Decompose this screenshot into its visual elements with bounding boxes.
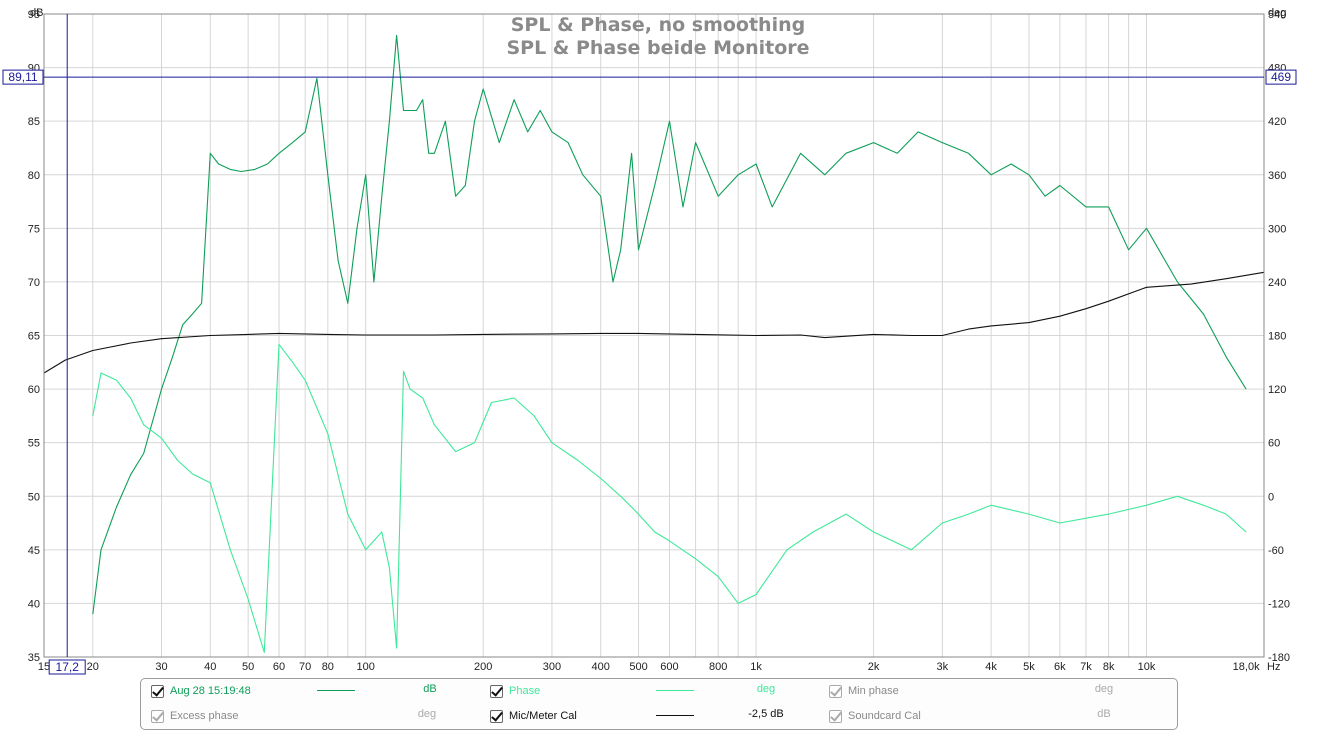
legend-swatch-mic-cal (656, 715, 694, 716)
legend-checkbox-min-phase[interactable] (829, 684, 842, 698)
right-axis-unit: deg (1268, 7, 1286, 19)
cursor[interactable]: 89,11 469 17,2 (2, 14, 1297, 675)
x-tick-label: 20 (87, 661, 99, 673)
y-left-tick-label: 65 (28, 331, 40, 343)
x-tick-label: 400 (592, 661, 610, 673)
y-right-tick-label: 180 (1268, 331, 1286, 343)
legend-item-spl[interactable]: Aug 28 15:19:48 (151, 683, 251, 699)
x-tick-label: 50 (242, 661, 254, 673)
x-tick-label: 800 (709, 661, 727, 673)
legend-item-mic-cal[interactable]: Mic/Meter Cal (490, 708, 577, 724)
x-tick-label: 2k (868, 661, 880, 673)
legend-swatch-spl (317, 690, 355, 691)
legend-unit-phase: deg (756, 683, 776, 695)
x-tick-label: 6k (1054, 661, 1066, 673)
x-tick-label: 7k (1080, 661, 1092, 673)
cursor-y-right-readout: 469 (1271, 70, 1291, 84)
y-left-tick-label: 85 (28, 116, 40, 128)
legend-checkbox-mic-cal[interactable] (490, 709, 503, 723)
legend-label-phase: Phase (509, 685, 541, 697)
y-left-tick-label: 40 (28, 598, 40, 610)
y-right-tick-label: -120 (1268, 598, 1290, 610)
legend-label-mic-cal: Mic/Meter Cal (509, 710, 577, 722)
y-left-tick-label: 75 (28, 223, 40, 235)
x-tick-label: 15 (38, 661, 50, 673)
legend-item-phase[interactable]: Phase (490, 683, 540, 699)
legend-swatch-phase (656, 690, 694, 691)
y-left-tick-label: 60 (28, 384, 40, 396)
y-left-tick-label: 45 (28, 545, 40, 557)
legend-unit-min-phase: deg (1094, 683, 1114, 695)
cursor-x-readout-box (48, 659, 86, 675)
series-line-mic-cal (43, 271, 1265, 374)
y-left-tick-label: 95 (28, 9, 40, 21)
legend-checkbox-phase[interactable] (490, 684, 503, 698)
legend-unit-excess-phase: deg (417, 708, 437, 720)
cursor-y-left-readout-box (2, 69, 44, 85)
x-tick-label: 60 (273, 661, 285, 673)
x-tick-label: 3k (937, 661, 949, 673)
x-tick-label: 5k (1023, 661, 1035, 673)
series-line-spl (92, 34, 1247, 615)
legend-unit-mic-cal: -2,5 dB (748, 708, 784, 720)
x-tick-label: 600 (660, 661, 678, 673)
x-tick-label: 30 (155, 661, 167, 673)
legend-item-min-phase[interactable]: Min phase (829, 683, 899, 699)
legend-label-min-phase: Min phase (848, 685, 899, 697)
x-tick-label: 500 (629, 661, 647, 673)
plot-frame (43, 13, 1265, 658)
left-axis-unit: dB (30, 7, 43, 19)
legend-label-spl: Aug 28 15:19:48 (170, 685, 251, 697)
y-right-tick-label: 0 (1268, 491, 1274, 503)
series-line-phase (92, 343, 1247, 654)
chart-title: SPL & Phase, no smoothing (511, 14, 805, 36)
legend-label-excess-phase: Excess phase (170, 710, 239, 722)
legend-checkbox-spl[interactable] (151, 684, 164, 698)
x-axis-ticks: 15 20 30 40 50 60 70 80 100 200 300 400 500 600 800 1k 2… (38, 661, 1260, 673)
legend-unit-soundcard-cal: dB (1097, 708, 1111, 720)
y-right-tick-label: 420 (1268, 116, 1286, 128)
y-right-tick-label: 540 (1268, 9, 1286, 21)
x-tick-label: 100 (356, 661, 374, 673)
x-tick-label: 200 (474, 661, 492, 673)
legend-checkbox-soundcard-cal[interactable] (829, 709, 842, 723)
legend-label-soundcard-cal: Soundcard Cal (848, 710, 921, 722)
cursor-y-right-readout-box (1265, 69, 1297, 85)
legend-item-soundcard-cal[interactable]: Soundcard Cal (829, 708, 921, 724)
y-right-tick-label: 360 (1268, 170, 1286, 182)
y-left-tick-label: 50 (28, 491, 40, 503)
x-tick-label: 18,0k (1233, 661, 1260, 673)
y-left-tick-label: 35 (28, 652, 40, 664)
legend-unit-spl: dB (423, 683, 437, 695)
y-right-tick-label: 240 (1268, 277, 1286, 289)
y-left-tick-label: 80 (28, 170, 40, 182)
legend-item-excess-phase[interactable]: Excess phase (151, 708, 238, 724)
x-tick-label: 80 (322, 661, 334, 673)
x-tick-label: 70 (299, 661, 311, 673)
y-right-tick-label: -180 (1268, 652, 1290, 664)
x-tick-label: 300 (543, 661, 561, 673)
cursor-x-readout: 17,2 (56, 660, 80, 674)
x-tick-label: 1k (750, 661, 762, 673)
legend: Aug 28 15:19:48 dB Phase deg Min phase d… (140, 678, 1178, 730)
y-right-tick-label: 300 (1268, 223, 1286, 235)
legend-checkbox-excess-phase[interactable] (151, 709, 164, 723)
y-right-tick-label: -60 (1268, 545, 1284, 557)
x-tick-label: 8k (1103, 661, 1115, 673)
x-tick-label: 40 (204, 661, 216, 673)
chart-subtitle: SPL & Phase beide Monitore (506, 37, 809, 59)
y-right-tick-label: 120 (1268, 384, 1286, 396)
x-tick-label: 10k (1138, 661, 1156, 673)
y-right-tick-label: 60 (1268, 438, 1280, 450)
series-layer (43, 34, 1265, 654)
y-left-tick-label: 70 (28, 277, 40, 289)
cursor-y-left-readout: 89,11 (8, 70, 37, 84)
x-tick-label: 4k (985, 661, 997, 673)
y-left-tick-label: 55 (28, 438, 40, 450)
x-axis-unit: Hz (1267, 661, 1280, 673)
